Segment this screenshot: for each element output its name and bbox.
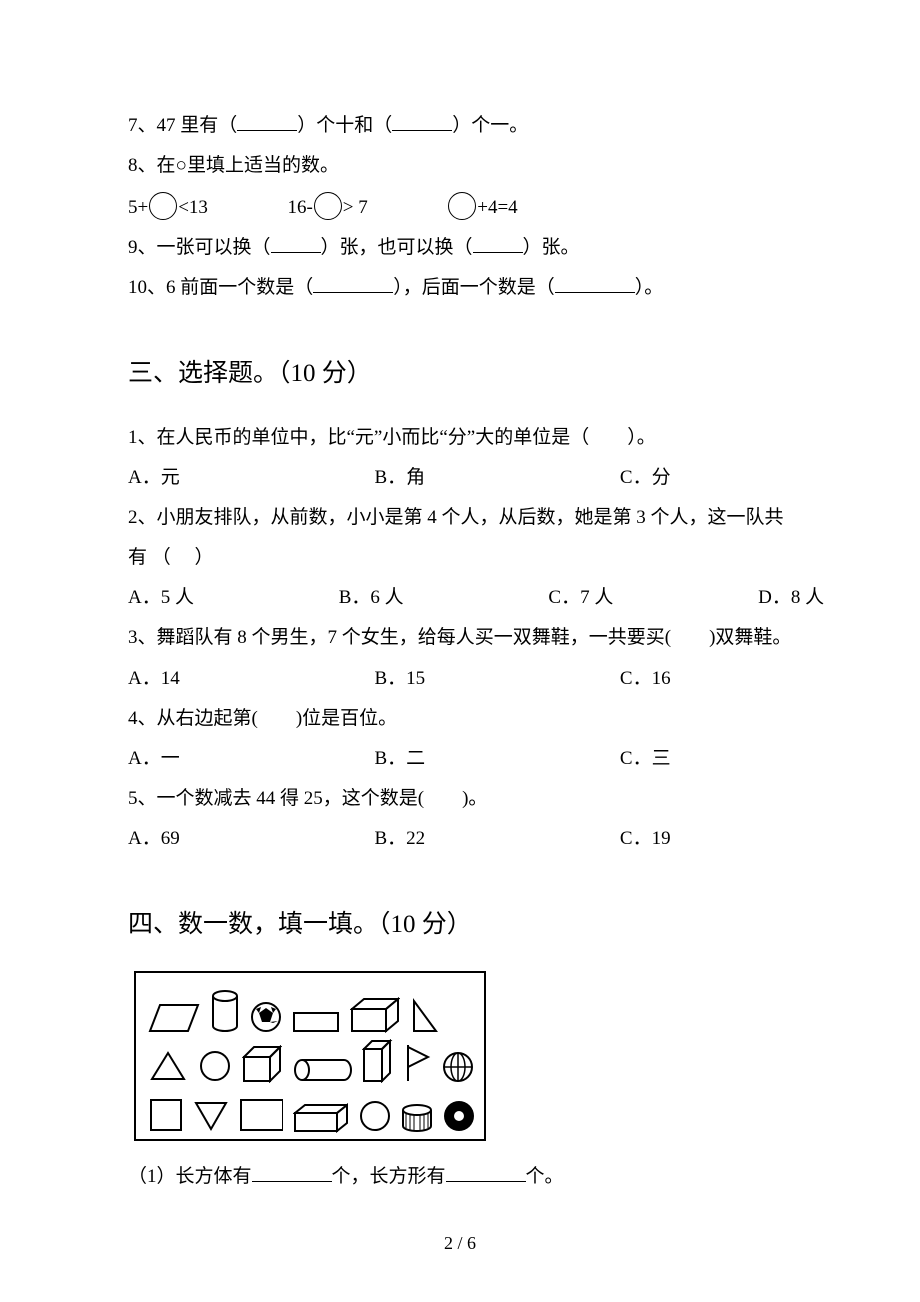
mc3-a: A．14 xyxy=(128,668,180,689)
q9-c: ）张。 xyxy=(523,237,580,258)
mc3-stem: 3、舞蹈队有 8 个男生，7 个女生，给每人买一双舞鞋，一共要买( )双舞鞋。 xyxy=(128,620,792,656)
mc1-stem: 1、在人民币的单位中，比“元”小而比“分”大的单位是（ ）。 xyxy=(128,420,792,456)
q4-1-a: （1）长方体有 xyxy=(128,1166,252,1187)
q4-1-blank2 xyxy=(446,1162,526,1182)
q8-expr: 5+ <13 16- > 7 +4=4 xyxy=(128,190,792,226)
mc4-options: A．一 B．二 C．三 xyxy=(128,741,792,777)
mc5-b: B．22 xyxy=(374,828,425,849)
mc1-options: A．元 B．角 C．分 xyxy=(128,460,792,496)
mc3-options: A．14 B．15 C．16 xyxy=(128,661,792,697)
mc2-options: A．5 人 B．6 人 C．7 人 D．8 人 xyxy=(128,580,792,616)
soccer-ball-icon xyxy=(250,1001,282,1033)
rectangle-icon xyxy=(292,1009,340,1033)
q10-b: ），后面一个数是（ xyxy=(393,277,555,298)
mc4-b: B．二 xyxy=(374,748,425,769)
mc4-stem: 4、从右边起第( )位是百位。 xyxy=(128,701,792,737)
q4-1: （1）长方体有 个，长方形有 个。 xyxy=(128,1159,792,1195)
page: 7、47 里有（ ）个十和（ ）个一。 8、在○里填上适当的数。 5+ <13 16-… xyxy=(0,0,920,1302)
cylinder-icon xyxy=(210,989,240,1033)
q9-blank2 xyxy=(473,233,523,253)
mc2-a: A．5 人 xyxy=(128,587,194,608)
mc5-stem: 5、一个数减去 44 得 25，这个数是( )。 xyxy=(128,781,792,817)
inverted-triangle-icon xyxy=(192,1099,228,1133)
shapes-row-2 xyxy=(148,1033,474,1083)
q7-b: ）个十和（ xyxy=(297,115,392,136)
circle2-icon xyxy=(358,1099,390,1133)
globe-icon xyxy=(442,1051,474,1083)
q10-a: 10、6 前面一个数是（ xyxy=(128,277,313,298)
flag-triangle-icon xyxy=(404,1043,432,1083)
q7-a: 7、47 里有（ xyxy=(128,115,237,136)
mc5-options: A．69 B．22 C．19 xyxy=(128,821,792,857)
q8-e3a: +4=4 xyxy=(477,197,517,218)
q7-c: ）个一。 xyxy=(452,115,528,136)
q8-e1a: 5+ xyxy=(128,197,148,218)
shapes-row-3 xyxy=(148,1083,474,1133)
circle-icon xyxy=(448,192,476,220)
q10-c: ）。 xyxy=(635,277,664,298)
q10-blank2 xyxy=(555,273,635,293)
mc3-b: B．15 xyxy=(374,668,425,689)
mc4-c: C．三 xyxy=(620,748,671,769)
circle-icon xyxy=(149,192,177,220)
triangle-icon xyxy=(148,1049,188,1083)
section4-title: 四、数一数，填一填。（10 分） xyxy=(128,901,792,949)
mc1-b: B．角 xyxy=(374,467,425,488)
q8-title: 8、在○里填上适当的数。 xyxy=(128,148,792,184)
q7-blank2 xyxy=(392,111,452,131)
q8-e2b: > 7 xyxy=(343,197,368,218)
mc4-a: A．一 xyxy=(128,748,180,769)
q4-1-blank1 xyxy=(252,1162,332,1182)
flat-cuboid-icon xyxy=(293,1103,348,1133)
q9-b: ）张，也可以换（ xyxy=(321,237,473,258)
q4-1-b: 个，长方形有 xyxy=(332,1166,446,1187)
short-cylinder-icon xyxy=(400,1103,432,1133)
mc2-stem1: 2、小朋友排队，从前数，小小是第 4 个人，从后数，她是第 3 个人，这一队共 xyxy=(128,500,792,536)
circle-shape-icon xyxy=(198,1049,232,1083)
mc1-a: A．元 xyxy=(128,467,180,488)
shapes-row-1 xyxy=(148,983,474,1033)
donut-icon xyxy=(442,1099,474,1133)
q4-1-c: 个。 xyxy=(526,1166,564,1187)
q7: 7、47 里有（ ）个十和（ ）个一。 xyxy=(128,108,792,144)
q9: 9、一张可以换（ ）张，也可以换（ ）张。 xyxy=(128,230,792,266)
square-icon xyxy=(148,1097,182,1133)
mc1-c: C．分 xyxy=(620,467,671,488)
cube-icon xyxy=(242,1045,282,1083)
q8-e1b: <13 xyxy=(178,197,208,218)
tall-cuboid-icon xyxy=(362,1039,394,1083)
cuboid-icon xyxy=(350,997,400,1033)
q9-blank1 xyxy=(271,233,321,253)
mc5-c: C．19 xyxy=(620,828,671,849)
section3-title: 三、选择题。（10 分） xyxy=(128,350,792,398)
q9-a: 9、一张可以换（ xyxy=(128,237,271,258)
mc2-b: B．6 人 xyxy=(339,587,404,608)
cylinder-side-icon xyxy=(292,1057,352,1083)
parallelogram-icon xyxy=(148,1001,200,1033)
mc2-stem2: 有 （ ） xyxy=(128,540,792,576)
page-footer: 2 / 6 xyxy=(0,1226,920,1260)
circle-icon xyxy=(314,192,342,220)
q10: 10、6 前面一个数是（ ），后面一个数是（ ）。 xyxy=(128,270,792,306)
q7-blank1 xyxy=(237,111,297,131)
mc2-d: D．8 人 xyxy=(758,587,824,608)
shapes-box xyxy=(134,971,486,1141)
mc3-c: C．16 xyxy=(620,668,671,689)
rectangle2-icon xyxy=(238,1097,283,1133)
right-triangle-icon xyxy=(410,997,440,1033)
q8-e2a: 16- xyxy=(287,197,312,218)
mc5-a: A．69 xyxy=(128,828,180,849)
q10-blank1 xyxy=(313,273,393,293)
mc2-c: C．7 人 xyxy=(548,587,613,608)
